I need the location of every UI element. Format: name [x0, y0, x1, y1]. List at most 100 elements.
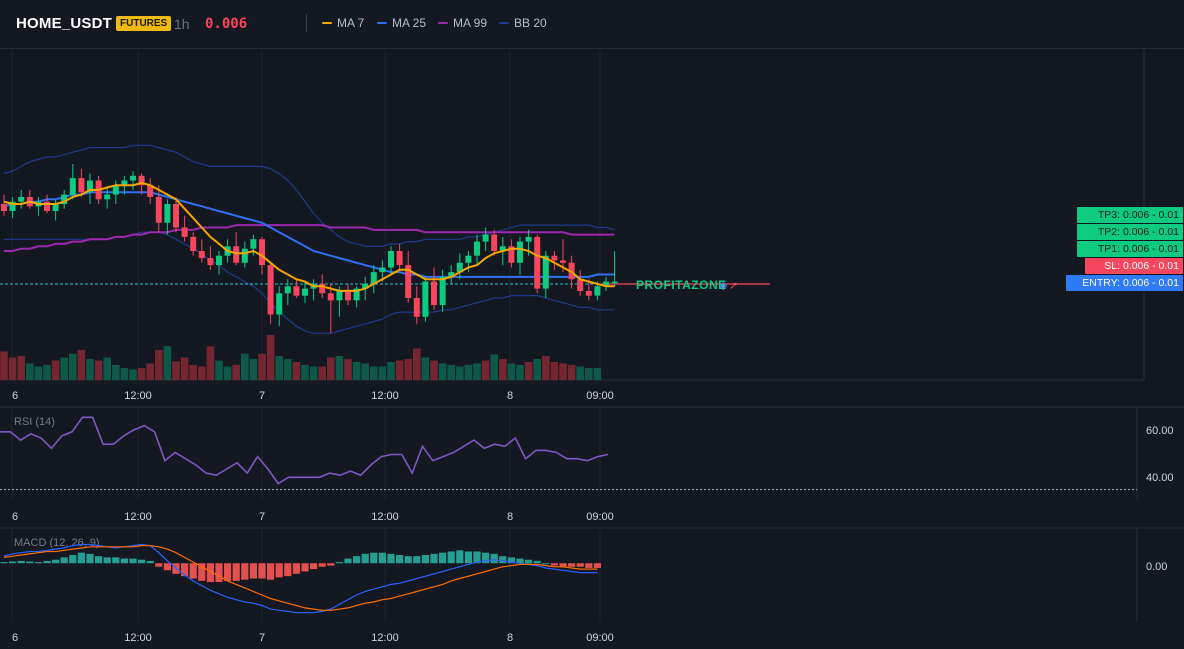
volume-bar — [309, 366, 318, 380]
shield-icon: ◈ — [719, 280, 728, 292]
legend-ma25-label: MA 25 — [392, 16, 427, 30]
candle-body — [284, 286, 291, 294]
futures-badge: FUTURES — [116, 16, 172, 31]
macd-histogram-bar — [318, 563, 326, 567]
macd-histogram-bar — [112, 557, 120, 564]
legend-ma99[interactable]: MA 99 — [438, 16, 487, 30]
macd-histogram-bar — [26, 561, 34, 564]
time-tick-label: 7 — [259, 632, 265, 644]
volume-bar — [0, 351, 8, 380]
candle-body — [327, 293, 334, 301]
macd-histogram-bar — [60, 557, 68, 564]
macd-histogram-bar — [267, 563, 275, 580]
timeframe-selector[interactable]: 1h — [174, 16, 190, 32]
macd-histogram-bar — [344, 558, 352, 564]
time-tick-label: 12:00 — [371, 390, 399, 402]
candle-body — [491, 234, 498, 251]
macd-histogram-bar — [421, 555, 429, 564]
macd-histogram-bar — [525, 559, 533, 564]
candle-body — [534, 236, 541, 289]
macd-signal-line — [3, 544, 598, 611]
candle-body — [18, 196, 25, 202]
candle-body — [164, 204, 171, 223]
tp3-tag[interactable]: TP3: 0.006 - 0.01 — [1077, 207, 1183, 223]
candle-body — [517, 241, 523, 263]
macd-histogram-bar — [129, 558, 137, 564]
candle-body — [611, 281, 618, 284]
candle-body — [388, 251, 394, 268]
ma7-swatch — [322, 22, 332, 24]
time-tick-label: 12:00 — [371, 511, 399, 523]
candle-body — [448, 272, 455, 277]
volume-bar — [60, 357, 68, 380]
candle-body — [276, 293, 283, 315]
macd-histogram-bar — [258, 563, 266, 579]
macd-histogram-bar — [9, 561, 17, 564]
macd-histogram-bar — [507, 557, 515, 564]
macd-pane[interactable]: MACD (12, 26, 9) 0.00 — [0, 537, 1167, 614]
volume-bar — [421, 357, 430, 380]
rsi-pane[interactable]: RSI (14) 60.00 40.00 — [0, 416, 1174, 491]
macd-histogram-bar — [413, 556, 421, 564]
macd-histogram-bar — [430, 553, 438, 564]
candle-body — [431, 281, 437, 306]
time-tick-label: 8 — [507, 632, 513, 644]
volume-bar — [86, 359, 94, 380]
volume-bar — [17, 356, 25, 380]
macd-histogram-bar — [370, 552, 378, 564]
volume-bar — [34, 366, 43, 380]
volume-bar — [215, 360, 223, 380]
entry-tag[interactable]: ENTRY: 0.006 - 0.01 — [1066, 275, 1183, 291]
volume-bar — [576, 366, 584, 380]
volume-bar — [499, 359, 507, 380]
macd-histogram-bar — [353, 556, 361, 564]
macd-histogram-bar — [146, 560, 154, 564]
candle-body — [216, 255, 222, 266]
tp1-tag[interactable]: TP1: 0.006 - 0.01 — [1077, 241, 1183, 257]
macd-histogram-bar — [301, 563, 309, 572]
candle-body — [560, 260, 566, 263]
candle-body — [61, 194, 68, 204]
symbol-title[interactable]: HOME_USDT — [16, 15, 112, 32]
candle-body — [250, 239, 257, 249]
macd-histogram-bar — [335, 562, 343, 564]
volume-bar — [352, 362, 361, 380]
volume-bar — [43, 365, 51, 380]
candle-body — [78, 178, 85, 193]
volume-bar — [524, 362, 533, 380]
volume-bar — [327, 357, 335, 380]
volume-bar — [301, 365, 309, 380]
volume-bar — [593, 368, 602, 380]
legend-ma7[interactable]: MA 7 — [322, 16, 364, 30]
rsi-tick-60: 60.00 — [1146, 425, 1174, 437]
volume-bar — [464, 365, 473, 380]
volume-bar — [567, 365, 576, 380]
candle-body — [233, 246, 240, 263]
price-pane[interactable] — [0, 48, 770, 622]
legend-bb20[interactable]: BB 20 — [499, 16, 547, 30]
macd-histogram-bar — [0, 562, 8, 564]
ma99-swatch — [438, 22, 448, 24]
candle-body — [241, 248, 248, 263]
candle-body — [190, 236, 197, 251]
volume-bar — [241, 353, 249, 380]
volume-bar — [284, 359, 292, 380]
candle-body — [345, 290, 351, 301]
sl-tag[interactable]: SL: 0.006 - 0.01 — [1085, 258, 1183, 274]
candle-body — [577, 279, 584, 291]
candle-body — [121, 180, 128, 186]
candle-body — [104, 194, 111, 200]
volume-bar — [249, 359, 258, 380]
macd-histogram-bar — [593, 563, 601, 568]
legend-ma25[interactable]: MA 25 — [377, 16, 426, 30]
volume-bar — [275, 356, 283, 380]
rocket-icon: ➚ — [729, 280, 738, 292]
bb-upper-line — [3, 144, 615, 247]
candle-body — [1, 204, 7, 212]
candle-body — [551, 255, 558, 261]
legend-ma7-label: MA 7 — [337, 16, 365, 30]
candle-body — [362, 283, 369, 289]
tp2-tag[interactable]: TP2: 0.006 - 0.01 — [1077, 224, 1183, 240]
volume-bar — [481, 360, 490, 380]
